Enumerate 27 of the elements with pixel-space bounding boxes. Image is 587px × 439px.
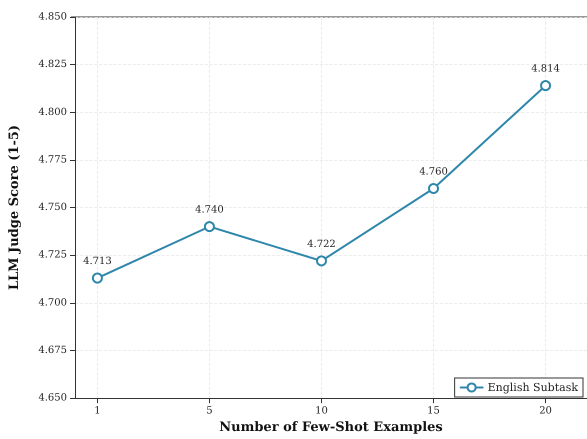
point: [316, 255, 327, 266]
y-tick-label: 4.675: [38, 344, 67, 356]
y-tick-label: 4.800: [38, 106, 67, 118]
x-tick-label: 15: [427, 406, 440, 417]
data-label: 4.740: [195, 204, 224, 216]
y-tick-label: 4.850: [38, 12, 67, 22]
y-axis-title: LLM Judge Score (1-5): [7, 124, 22, 290]
y-tick-label: 4.775: [38, 154, 67, 166]
x-tick-label: 20: [539, 406, 552, 417]
data-label: 4.722: [307, 238, 336, 250]
point: [540, 80, 552, 92]
x-axis-title: Number of Few-Shot Examples: [219, 420, 443, 435]
y-tick-label: 4.725: [38, 250, 67, 261]
point: [204, 221, 215, 232]
data-label: 4.814: [531, 64, 560, 75]
data-label: 4.713: [83, 256, 112, 268]
point: [92, 272, 103, 284]
legend-label: English Subtask: [488, 381, 578, 394]
data-label: 4.760: [419, 166, 448, 178]
y-tick-label: 4.650: [38, 392, 67, 404]
y-tick-label: 4.700: [38, 297, 67, 308]
x-tick-label: 10: [315, 406, 328, 417]
point: [428, 182, 440, 194]
y-tick-label: 4.750: [38, 202, 67, 214]
x-tick-label: 1: [94, 406, 101, 417]
x-tick-label: 5: [206, 406, 213, 417]
y-tick-label: 4.825: [38, 59, 67, 70]
